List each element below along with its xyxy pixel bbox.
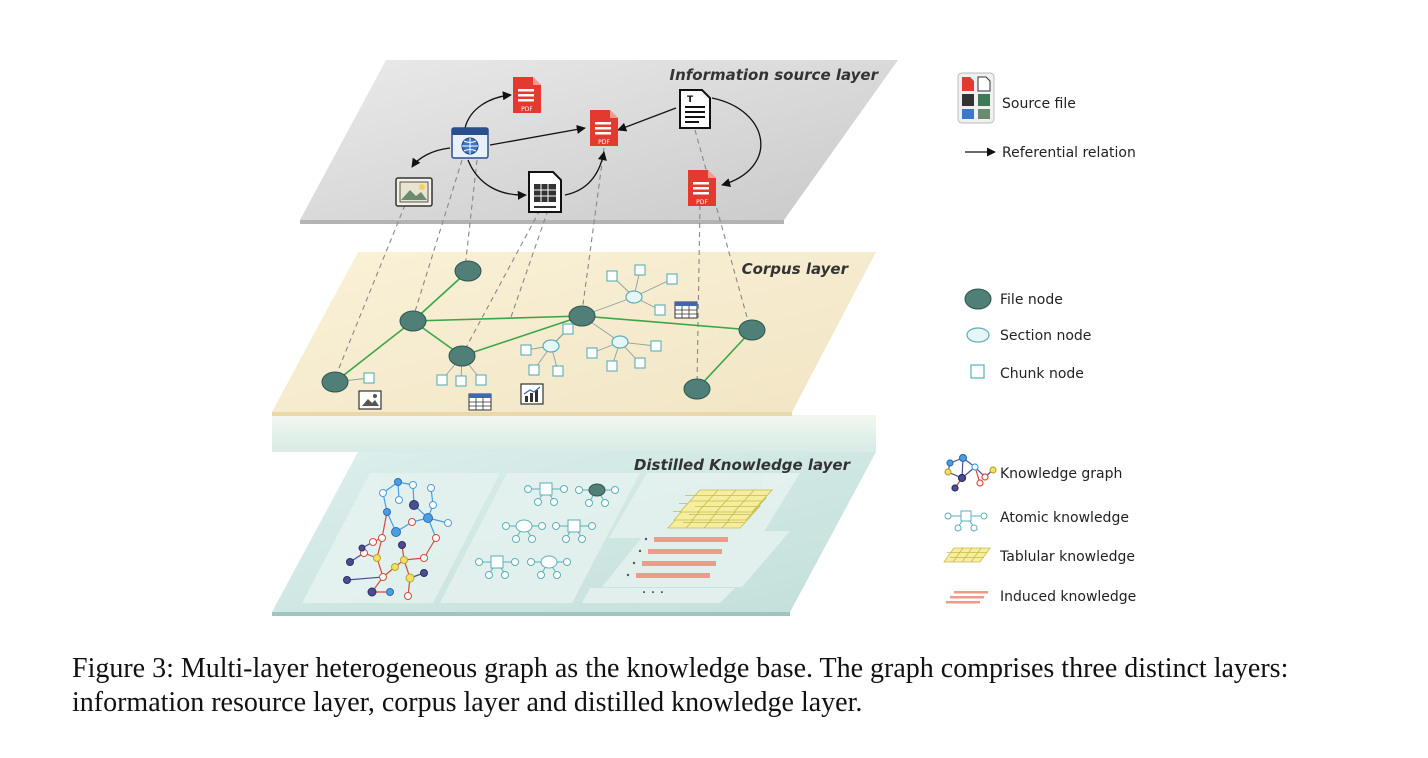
- source-layer-title: Information source layer: [669, 66, 879, 84]
- chunk-node: [562, 323, 574, 335]
- projection-lines: [334, 129, 751, 386]
- distilled-layer-edge: [272, 612, 790, 616]
- image-file-icon: [395, 177, 433, 207]
- chunk-node: [650, 340, 662, 352]
- chunk-node: [475, 374, 487, 386]
- table-chunk-icon: [674, 301, 698, 319]
- chunk-node: [528, 364, 540, 376]
- svg-text:PDF: PDF: [696, 199, 708, 206]
- legend-section-node: Section node: [1000, 328, 1091, 344]
- source-layer-edge: [300, 220, 784, 224]
- table-chunk-icon: [468, 393, 492, 411]
- corpus-file-nodes: [321, 260, 766, 400]
- section-node: [542, 339, 560, 353]
- legend-source-file: Source file: [1002, 96, 1076, 112]
- svg-text:PDF: PDF: [598, 139, 610, 146]
- pdf-file-icon: PDF: [590, 110, 618, 146]
- atomic-cluster: [524, 482, 568, 506]
- atomic-cluster: [575, 483, 619, 507]
- legend-chunk-node-icon: [970, 364, 985, 379]
- distilled-layer-wall: [272, 415, 876, 452]
- chunk-node: [666, 273, 678, 285]
- svg-text:T: T: [687, 95, 694, 105]
- chunk-node: [606, 360, 618, 372]
- tabular-knowledge: [667, 489, 773, 529]
- file-node: [738, 319, 766, 341]
- webpage-icon: [451, 127, 489, 159]
- chunk-node: [436, 374, 448, 386]
- corpus-layer-plane: [272, 252, 876, 412]
- file-node: [568, 305, 596, 327]
- referential-arrows: [411, 91, 762, 200]
- text-document-icon: T: [679, 89, 711, 129]
- legend-knowledge-graph-icon: [944, 453, 997, 492]
- chunk-node: [520, 344, 532, 356]
- induced-knowledge: [626, 537, 728, 578]
- svg-text:PDF: PDF: [521, 106, 533, 113]
- file-node: [454, 260, 482, 282]
- legend-induced-knowledge-icon: [946, 591, 988, 604]
- chunk-node: [586, 347, 598, 359]
- image-chunk-icon: [358, 390, 382, 410]
- corpus-file-edges: [334, 270, 753, 390]
- legend-chunk-node: Chunk node: [1000, 366, 1084, 382]
- corpus-layer-title: Corpus layer: [742, 260, 850, 278]
- legend-atomic-knowledge-icon: [944, 510, 988, 532]
- legend-file-node: File node: [1000, 292, 1063, 308]
- legend-atomic-knowledge: Atomic knowledge: [1000, 510, 1129, 526]
- file-node: [399, 310, 427, 332]
- file-node: [321, 371, 349, 393]
- more-panel: [582, 588, 735, 603]
- file-node: [683, 378, 711, 400]
- atomic-cluster: [552, 519, 596, 543]
- section-node: [625, 290, 643, 304]
- legend-tabular-knowledge: Tablular knowledge: [999, 549, 1135, 565]
- chunk-node: [552, 365, 564, 377]
- corpus-section-nodes: [542, 290, 643, 353]
- distilled-layer-title: Distilled Knowledge layer: [634, 456, 852, 474]
- legend-referential-relation: Referential relation: [1002, 145, 1136, 161]
- multi-layer-graph-diagram: Information source layer Corpus layer Di…: [272, 60, 1136, 616]
- chunk-node: [634, 357, 646, 369]
- pdf-file-icon: PDF: [513, 77, 541, 113]
- corpus-layer-edge: [272, 412, 792, 416]
- legend-tabular-knowledge-icon: [943, 547, 991, 563]
- chunk-node: [606, 270, 618, 282]
- chart-chunk-icon: [520, 383, 544, 405]
- chunk-node: [634, 264, 646, 276]
- more-ellipsis: · · ·: [642, 585, 664, 601]
- legend-knowledge-graph: Knowledge graph: [1000, 466, 1122, 482]
- figure-caption: Figure 3: Multi-layer heterogeneous grap…: [72, 653, 1289, 718]
- legend: Source file Referential relation File no…: [943, 72, 1136, 605]
- legend-source-file-icon: [957, 72, 995, 124]
- corpus-chunk-nodes: [363, 264, 678, 387]
- spreadsheet-file-icon: [528, 171, 562, 213]
- atomic-cluster: [475, 555, 519, 579]
- kg-panel: [302, 473, 500, 603]
- atomic-cluster: [502, 519, 546, 543]
- legend-section-node-icon: [966, 327, 990, 343]
- chunk-node: [363, 372, 375, 384]
- atomic-knowledge-clusters: [475, 482, 619, 579]
- knowledge-graph: [343, 478, 452, 600]
- atomic-cluster: [527, 555, 571, 579]
- pdf-file-icon: PDF: [688, 170, 716, 206]
- legend-induced-knowledge: Induced knowledge: [1000, 589, 1136, 605]
- chunk-node: [455, 375, 467, 387]
- section-node: [611, 335, 629, 349]
- chunk-node: [654, 304, 666, 316]
- file-node: [448, 345, 476, 367]
- legend-file-node-icon: [964, 288, 992, 310]
